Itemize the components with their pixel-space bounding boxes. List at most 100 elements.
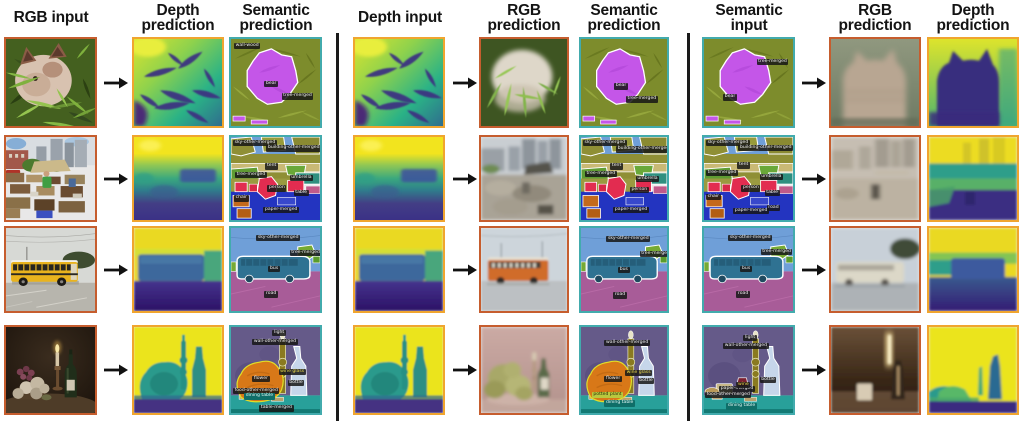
image-g2-r2-semantic-prediction: sky-other-merged building-other-merged ten… <box>579 135 669 222</box>
header-line: Semantic <box>715 1 783 19</box>
semantic-label-chip: tree-merged <box>639 250 667 258</box>
image-g3-r3-depth-prediction <box>927 226 1019 313</box>
semantic-label-chip: paper-merged <box>733 207 770 215</box>
semantic-label-chip: tree-merged <box>235 171 267 179</box>
semantic-label-chip: building-other-merged <box>738 144 793 151</box>
semantic-label-chip: table <box>764 189 780 197</box>
semantic-label-chip: tree-merged <box>281 93 314 100</box>
image-g1-r2-semantic-prediction: sky-other-merged building-other-merged ten… <box>229 135 322 222</box>
header-g2-input: Depth input <box>350 1 450 35</box>
image-g2-r2-rgb-prediction <box>479 135 569 222</box>
semantic-label-chip: bear <box>614 83 628 90</box>
header-g2-col2: RGB prediction <box>474 1 574 35</box>
image-g2-r1-depth-input <box>353 37 445 128</box>
image-g1-r1-rgb-input <box>4 37 97 128</box>
semantic-label-chip: dining table <box>726 403 757 410</box>
semantic-label-chip: tent <box>737 162 750 169</box>
image-g2-r3-depth-input <box>353 226 445 313</box>
arrow-icon <box>103 362 129 378</box>
semantic-label-chip: tree-merged <box>584 170 617 178</box>
arrow-icon <box>103 262 129 278</box>
image-g3-r3-semantic-input: sky-other-merged tree-merged bus road <box>702 226 795 313</box>
image-g3-r4-depth-prediction <box>927 325 1019 415</box>
arrow-icon <box>103 75 129 91</box>
header-line: prediction <box>239 17 313 34</box>
image-g1-r1-depth-prediction <box>132 37 224 128</box>
arrow-icon <box>452 75 478 91</box>
semantic-label-chip: tree-merged <box>760 248 793 256</box>
semantic-label-chip: building-other-merged <box>266 145 320 152</box>
semantic-label-chip: tree-merged <box>706 170 738 177</box>
semantic-label-chip: wall-wood <box>234 42 261 50</box>
arrow-icon <box>801 362 827 378</box>
semantic-label-chip: bear <box>723 94 737 101</box>
arrow-icon <box>801 75 827 91</box>
semantic-label-chip: sky-other-merged <box>728 234 773 241</box>
header-line: prediction <box>141 17 215 34</box>
header-line: RGB input <box>13 9 89 27</box>
semantic-label-chip: sky-other-merged <box>706 139 750 147</box>
semantic-label-chip: sky-other-merged <box>606 235 651 242</box>
image-g1-r2-depth-prediction <box>132 135 224 222</box>
semantic-label-chip: flower <box>252 375 270 383</box>
semantic-label-chip: tree-merged <box>756 58 789 66</box>
semantic-label-chip: person <box>741 185 761 192</box>
header-g2-col3: Semantic prediction <box>574 1 674 35</box>
header-line: input <box>730 17 768 34</box>
semantic-label-chip: tent <box>610 163 623 170</box>
header-line: prediction <box>838 17 912 34</box>
semantic-label-chip: road <box>264 291 278 298</box>
semantic-label-chip: sky-other-merged <box>256 234 301 241</box>
semantic-label-chip: chair <box>234 195 249 202</box>
semantic-label-chip: bus <box>268 265 280 273</box>
header-line: Depth <box>951 1 995 19</box>
semantic-label-chip: wall-other-merged <box>252 338 298 346</box>
header-line: prediction <box>487 17 561 34</box>
semantic-label-chip: bus <box>740 265 752 273</box>
semantic-label-chip: dining table <box>244 393 275 400</box>
semantic-label-chip: chair <box>706 193 721 200</box>
image-g1-r3-depth-prediction <box>132 226 224 313</box>
semantic-label-chip: bear <box>264 80 279 87</box>
image-g2-r4-semantic-prediction: wall-other-merged flower wine glass bottle p… <box>579 325 669 415</box>
header-line: prediction <box>587 17 661 34</box>
image-g1-r2-rgb-input <box>4 135 97 222</box>
semantic-label-chip: wine glass <box>624 370 653 377</box>
semantic-label-chip: tent <box>265 163 278 170</box>
image-g2-r1-rgb-prediction <box>479 37 569 128</box>
image-g2-r2-depth-input <box>353 135 445 222</box>
header-line: Semantic <box>590 1 658 19</box>
image-g1-r3-semantic-prediction: sky-other-merged tree-merged bus road <box>229 226 322 313</box>
image-g1-r1-semantic-prediction: wall-wood bear tree-merged <box>229 37 322 128</box>
semantic-label-chip: food-other-merged <box>233 387 280 394</box>
semantic-label-chip: building-other-merged <box>616 146 669 153</box>
group-divider <box>336 33 339 421</box>
arrow-icon <box>103 171 129 187</box>
semantic-label-chip: bottle <box>287 379 305 387</box>
semantic-label-chip: umbrella <box>289 174 314 182</box>
semantic-label-chip: road <box>613 292 627 299</box>
semantic-label-chip: table-merged <box>259 405 294 412</box>
header-g3-input: Semantic input <box>699 1 799 35</box>
image-g3-r3-rgb-prediction <box>829 226 921 313</box>
header-line: Depth input <box>358 9 442 27</box>
header-line: Depth <box>156 1 200 19</box>
image-g2-r3-rgb-prediction <box>479 226 569 313</box>
semantic-label-chip: person <box>629 186 649 194</box>
header-g1-col2: Depth prediction <box>128 1 228 35</box>
image-g3-r2-rgb-prediction <box>829 135 921 222</box>
image-g1-r4-depth-prediction <box>132 325 224 415</box>
group-divider <box>687 33 690 421</box>
image-g3-r2-semantic-input: sky-other-merged building-other-merged ten… <box>702 135 795 222</box>
semantic-label-chip: road <box>736 291 750 298</box>
semantic-label-chip: potted plant <box>591 391 624 398</box>
header-line: RGB <box>507 1 541 19</box>
header-line: prediction <box>936 17 1010 34</box>
arrow-icon <box>452 262 478 278</box>
image-g2-r4-depth-input <box>353 325 445 415</box>
semantic-label-chip: paper-merged <box>263 206 300 214</box>
semantic-label-chip: umbrella <box>759 173 784 181</box>
image-g3-r4-semantic-input: light wall-other-merged bottle paper-merged… <box>702 325 795 415</box>
header-line: RGB <box>858 1 892 19</box>
semantic-label-chip: road <box>766 204 781 212</box>
